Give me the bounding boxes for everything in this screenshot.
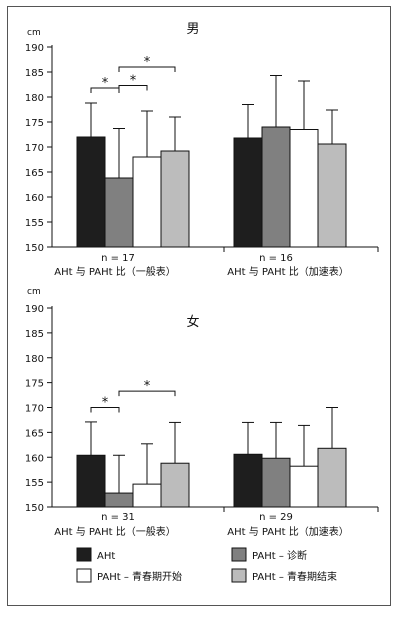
group-label: AHt 与 PAHt 比（一般表） — [54, 525, 176, 538]
group-n-label: n = 31 — [101, 512, 135, 523]
legend-swatch-pahtend — [231, 568, 247, 583]
y-tick-label: 170 — [25, 143, 44, 154]
significance-star: * — [144, 55, 151, 70]
significance-bracket — [118, 66, 176, 72]
significance-star: * — [130, 74, 137, 89]
bar — [289, 129, 319, 248]
chart-panel: 150 155 160 165 170 175 180 185 190 cm 女 * * n = 31 AH… — [25, 287, 379, 538]
bar — [233, 453, 263, 508]
y-tick-label: 175 — [25, 379, 44, 390]
legend: AHt PAHt – 诊断 PAHt – 青春期开始 PAHt – 青春期结束 — [76, 547, 337, 583]
y-tick-label: 160 — [25, 453, 44, 464]
bar — [261, 457, 291, 508]
chart-title: 女 — [186, 314, 199, 330]
significance-star: * — [102, 396, 109, 411]
group-n-label: n = 16 — [259, 253, 293, 264]
y-tick-label: 190 — [25, 304, 44, 315]
significance-bracket — [118, 85, 148, 91]
group-label: AHt 与 PAHt 比（加速表） — [227, 265, 349, 278]
bar — [317, 143, 347, 248]
y-tick-label: 160 — [25, 193, 44, 204]
y-tick-label: 170 — [25, 404, 44, 415]
y-tick-label: 150 — [25, 503, 44, 514]
legend-swatch-pahtdiag — [231, 547, 247, 562]
bar — [132, 156, 162, 248]
legend-label-aht: AHt — [97, 551, 115, 562]
bar — [104, 492, 134, 508]
bar — [317, 447, 347, 508]
significance-bracket — [90, 407, 120, 413]
significance-star: * — [102, 76, 109, 91]
y-tick-label: 165 — [25, 168, 44, 179]
y-tick-label: 180 — [25, 354, 44, 365]
bar — [160, 150, 190, 248]
significance-star: * — [144, 379, 151, 394]
y-unit-label: cm — [27, 28, 41, 38]
y-tick-label: 190 — [25, 43, 44, 54]
y-unit-label: cm — [27, 287, 41, 297]
bar — [76, 136, 106, 248]
group-label: AHt 与 PAHt 比（加速表） — [227, 525, 349, 538]
bar — [132, 483, 162, 508]
bar — [104, 177, 134, 248]
legend-label-pahtstart: PAHt – 青春期开始 — [97, 570, 182, 583]
y-tick-label: 150 — [25, 243, 44, 254]
legend-swatch-pahtstart — [76, 568, 92, 583]
bar — [160, 462, 190, 508]
significance-bracket — [118, 390, 176, 397]
group-n-label: n = 17 — [101, 253, 135, 264]
y-tick-label: 185 — [25, 329, 44, 340]
y-tick-label: 155 — [25, 218, 44, 229]
bar — [289, 465, 319, 508]
legend-label-pahtdiag: PAHt – 诊断 — [252, 549, 307, 562]
y-tick-label: 180 — [25, 93, 44, 104]
group-label: AHt 与 PAHt 比（一般表） — [54, 265, 176, 278]
figure-frame — [7, 6, 391, 606]
bar — [261, 126, 291, 248]
group-n-label: n = 29 — [259, 512, 293, 523]
bar — [233, 137, 263, 248]
legend-label-pahtend: PAHt – 青春期结束 — [252, 570, 337, 583]
y-tick-label: 165 — [25, 428, 44, 439]
legend-swatch-aht — [76, 547, 92, 562]
y-tick-label: 155 — [25, 478, 44, 489]
bar — [76, 454, 106, 508]
chart-title: 男 — [186, 22, 199, 37]
y-tick-label: 185 — [25, 68, 44, 79]
y-tick-label: 175 — [25, 118, 44, 129]
